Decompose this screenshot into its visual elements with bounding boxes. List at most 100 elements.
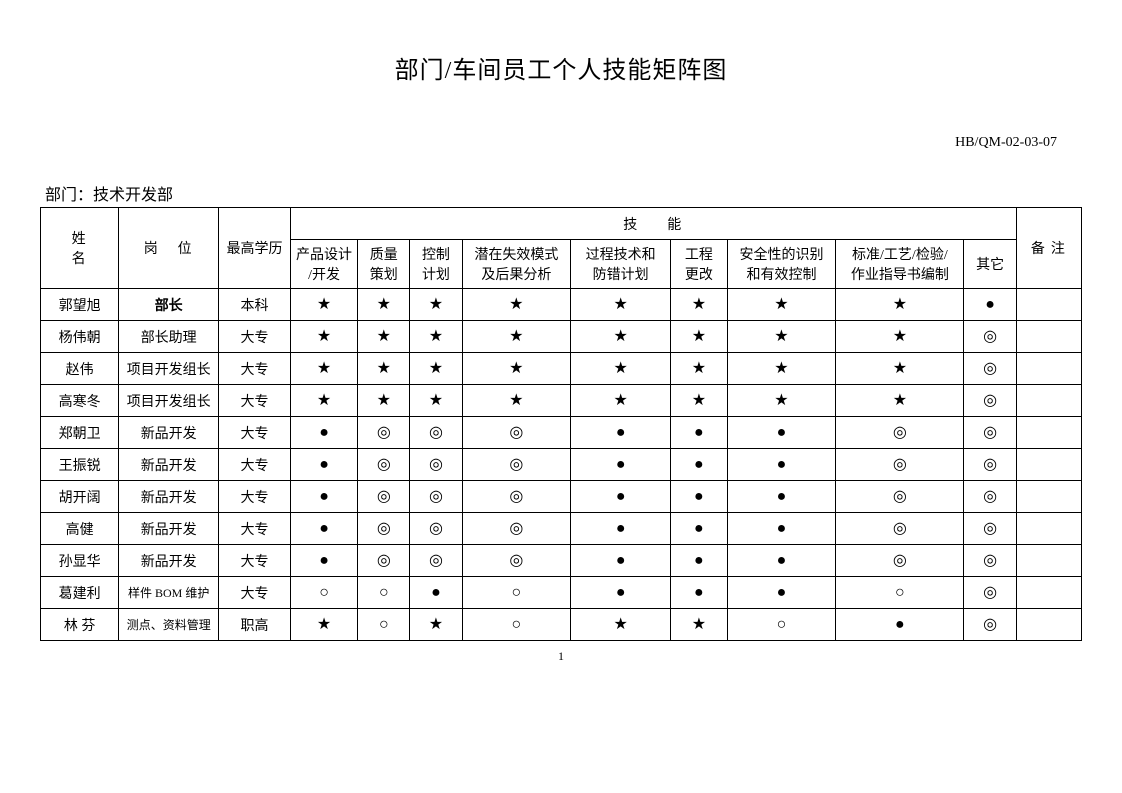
- cell-other: ●: [964, 289, 1016, 321]
- cell-skill: ★: [290, 321, 357, 353]
- cell-remark: [1016, 577, 1081, 609]
- cell-skill: ★: [290, 609, 357, 641]
- table-row: 胡开阔新品开发大专●◎◎◎●●●◎◎: [41, 481, 1082, 513]
- cell-skill: ★: [571, 609, 671, 641]
- cell-skill: ◎: [358, 417, 410, 449]
- cell-position: 项目开发组长: [119, 353, 219, 385]
- cell-skill: ◎: [358, 545, 410, 577]
- cell-position: 新品开发: [119, 417, 219, 449]
- cell-other: ◎: [964, 449, 1016, 481]
- header-other: 其它: [964, 240, 1016, 289]
- cell-name: 郭望旭: [41, 289, 119, 321]
- header-skill6-l1: 工程: [685, 248, 713, 263]
- cell-skill: ★: [671, 321, 728, 353]
- header-skill7: 安全性的识别和有效控制: [727, 240, 836, 289]
- cell-skill: ●: [571, 481, 671, 513]
- cell-skill: ◎: [462, 513, 571, 545]
- cell-skill: ◎: [410, 449, 462, 481]
- cell-skill: ★: [727, 289, 836, 321]
- cell-skill: ★: [727, 353, 836, 385]
- cell-skill: ★: [358, 385, 410, 417]
- cell-skill: ●: [571, 417, 671, 449]
- cell-other: ◎: [964, 481, 1016, 513]
- cell-name: 高健: [41, 513, 119, 545]
- cell-skill: ●: [727, 417, 836, 449]
- cell-skill: ○: [358, 577, 410, 609]
- cell-skill: ●: [671, 545, 728, 577]
- header-skill8-l1: 标准/工艺/检验/: [852, 248, 948, 263]
- cell-education: 大专: [219, 545, 291, 577]
- cell-skill: ★: [727, 321, 836, 353]
- cell-remark: [1016, 353, 1081, 385]
- cell-skill: ●: [290, 417, 357, 449]
- cell-other: ◎: [964, 609, 1016, 641]
- document-code: HB/QM-02-03-07: [40, 135, 1082, 151]
- cell-education: 大专: [219, 385, 291, 417]
- header-skill3-l2: 计划: [422, 268, 450, 283]
- cell-skill: ★: [410, 289, 462, 321]
- cell-remark: [1016, 321, 1081, 353]
- cell-skill: ◎: [462, 545, 571, 577]
- header-skill7-l1: 安全性的识别: [739, 248, 823, 263]
- table-row: 郭望旭部长本科★★★★★★★★●: [41, 289, 1082, 321]
- cell-skill: ★: [836, 321, 964, 353]
- header-position: 岗位: [119, 208, 219, 289]
- cell-other: ◎: [964, 417, 1016, 449]
- table-header: 姓名 岗位 最高学历 技能 备注 产品设计/开发 质量策划 控制计划 潜在失效模…: [41, 208, 1082, 289]
- cell-other: ◎: [964, 385, 1016, 417]
- cell-skill: ●: [671, 417, 728, 449]
- cell-name: 王振锐: [41, 449, 119, 481]
- cell-name: 葛建利: [41, 577, 119, 609]
- cell-position: 项目开发组长: [119, 385, 219, 417]
- header-skill1-l2: /开发: [308, 268, 340, 283]
- cell-skill: ★: [571, 385, 671, 417]
- cell-skill: ◎: [358, 449, 410, 481]
- header-skill5-l2: 防错计划: [593, 268, 649, 283]
- cell-other: ◎: [964, 513, 1016, 545]
- cell-skill: ◎: [462, 417, 571, 449]
- cell-skill: ●: [571, 449, 671, 481]
- cell-skill: ◎: [836, 417, 964, 449]
- cell-skill: ●: [290, 481, 357, 513]
- cell-education: 大专: [219, 449, 291, 481]
- table-row: 杨伟朝部长助理大专★★★★★★★★◎: [41, 321, 1082, 353]
- cell-education: 大专: [219, 481, 291, 513]
- cell-skill: ●: [571, 545, 671, 577]
- cell-other: ◎: [964, 545, 1016, 577]
- cell-skill: ★: [727, 385, 836, 417]
- cell-position: 部长: [119, 289, 219, 321]
- cell-skill: ★: [410, 385, 462, 417]
- cell-skill: ★: [358, 321, 410, 353]
- cell-name: 林 芬: [41, 609, 119, 641]
- header-skill2: 质量策划: [358, 240, 410, 289]
- department-label: 部门：技术开发部: [40, 181, 1082, 205]
- cell-skill: ●: [571, 577, 671, 609]
- cell-skill: ★: [571, 353, 671, 385]
- cell-skill: ●: [727, 513, 836, 545]
- cell-skill: ★: [410, 321, 462, 353]
- cell-other: ◎: [964, 577, 1016, 609]
- cell-skill: ○: [462, 577, 571, 609]
- cell-education: 大专: [219, 417, 291, 449]
- cell-position: 新品开发: [119, 513, 219, 545]
- cell-skill: ★: [462, 385, 571, 417]
- cell-remark: [1016, 385, 1081, 417]
- table-row: 王振锐新品开发大专●◎◎◎●●●◎◎: [41, 449, 1082, 481]
- cell-skill: ◎: [358, 513, 410, 545]
- cell-position: 测点、资料管理: [119, 609, 219, 641]
- cell-other: ◎: [964, 353, 1016, 385]
- cell-skill: ◎: [358, 481, 410, 513]
- header-skill2-l1: 质量: [370, 248, 398, 263]
- cell-skill: ★: [358, 353, 410, 385]
- skill-matrix-table: 姓名 岗位 最高学历 技能 备注 产品设计/开发 质量策划 控制计划 潜在失效模…: [40, 207, 1082, 641]
- cell-skill: ◎: [836, 449, 964, 481]
- cell-skill: ◎: [836, 545, 964, 577]
- cell-education: 大专: [219, 353, 291, 385]
- cell-skill: ★: [836, 353, 964, 385]
- cell-skill: ◎: [410, 545, 462, 577]
- header-skill7-l2: 和有效控制: [746, 268, 816, 283]
- header-skill6: 工程更改: [671, 240, 728, 289]
- cell-other: ◎: [964, 321, 1016, 353]
- cell-skill: ●: [836, 609, 964, 641]
- cell-education: 大专: [219, 577, 291, 609]
